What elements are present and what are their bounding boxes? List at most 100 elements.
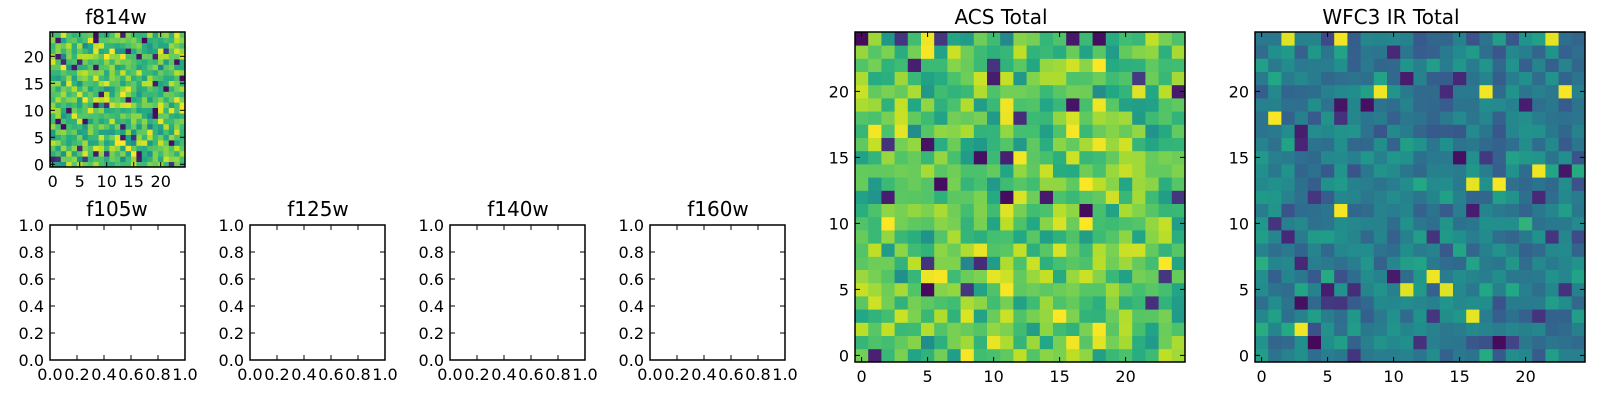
heatmap-cell [1158,164,1173,178]
heatmap-cell [87,161,94,168]
heatmap-cell [82,156,89,162]
heatmap-cell [158,91,164,98]
heatmap-cell [131,145,137,152]
heatmap-cell [1545,124,1559,138]
heatmap-cell [894,58,909,72]
heatmap-cell [77,156,83,162]
heatmap-cell [77,69,83,76]
heatmap-cell [1158,216,1173,231]
heatmap-cell [1066,216,1080,231]
heatmap-cell [1545,256,1559,270]
heatmap-cell [1119,111,1133,125]
heatmap-cell [1105,150,1120,165]
heatmap-cell [1119,243,1133,257]
heatmap-cell [168,91,175,98]
heatmap-cell [1492,111,1507,125]
heatmap-cell [1505,164,1520,178]
heatmap-cell [98,107,105,114]
heatmap-cell [1092,177,1107,191]
heatmap-cell [136,150,143,157]
heatmap-cell [152,134,159,141]
heatmap-cell [1492,230,1507,244]
heatmap-cell [1571,84,1586,99]
heatmap-cell [120,37,126,44]
heatmap-cell [1492,322,1507,336]
heatmap-cell [1413,98,1427,112]
heatmap-cell [960,164,975,178]
heatmap-cell [1294,177,1309,191]
y-tick-label: 1.0 [419,216,444,235]
heatmap-cell [1119,45,1133,59]
heatmap-cell [98,102,105,108]
heatmap-cell [1294,111,1309,125]
heatmap-cell [141,64,148,71]
x-tick-labels: 0.0 0.2 0.4 0.6 0.8 1.0 [37,365,197,384]
heatmap-cell [147,37,153,44]
heatmap-cell [1360,84,1375,99]
heatmap-cell [1413,243,1427,257]
heatmap-cell [179,140,186,146]
heatmap-cell [168,48,175,54]
heatmap-cell [1013,322,1027,336]
heatmap-cell [1439,84,1454,99]
heatmap-cell [1039,309,1054,323]
heatmap-cell [1360,137,1375,152]
heatmap-cell [1545,230,1559,244]
heatmap-cell [1360,309,1375,323]
heatmap-cell [77,123,83,130]
heatmap-cell [881,256,895,270]
plot-frame [1254,31,1586,363]
heatmap-cell [93,118,99,125]
heatmap-cell [1466,71,1480,86]
heatmap-cell [855,71,869,86]
heatmap-cell [1268,98,1282,112]
heatmap-cell [1505,243,1520,257]
heatmap-cell [109,123,116,130]
heatmap-cell [1387,45,1401,59]
heatmap-cell [1066,309,1080,323]
heatmap-cell [973,243,988,257]
heatmap-cell [1079,296,1093,310]
heatmap-cell [1439,190,1454,204]
heatmap-cell [141,113,148,119]
heatmap-cell [973,230,988,244]
heatmap-cell [1158,98,1173,112]
heatmap-cell [973,98,988,112]
heatmap-cell [109,64,116,71]
heatmap-cell [109,59,116,65]
heatmap-cell [1466,177,1480,191]
panel-f125w: f125w 0.0 0.2 0.4 0.6 0.8 1.0 0.0 0.2 0.… [219,197,398,384]
heatmap-cell [1255,282,1269,297]
heatmap-cell [1426,322,1441,336]
panel-title: f160w [687,197,749,221]
heatmap-cell [1000,111,1014,125]
heatmap-cell [1479,98,1493,112]
heatmap-cell [1466,58,1480,72]
heatmap-cell [1066,32,1080,46]
heatmap-cell [1053,32,1067,46]
heatmap-cell [174,113,180,119]
heatmap-cell [1281,150,1295,165]
heatmap-cell [881,269,895,284]
heatmap-cell [1294,58,1309,72]
heatmap-cell [50,150,56,157]
heatmap-cell [1571,137,1586,152]
heatmap-cell [1039,230,1054,244]
heatmap-cell [1079,137,1093,152]
y-tick-label: 1.0 [19,216,44,235]
heatmap-cell [855,216,869,231]
heatmap-cell [98,156,105,162]
heatmap-cell [1079,216,1093,231]
heatmap-cell [1558,32,1573,46]
y-tick-label: 0.0 [19,351,44,370]
heatmap-cell [881,309,895,323]
heatmap-cell [894,335,909,350]
heatmap-cell [1373,111,1388,125]
heatmap-cell [1545,45,1559,59]
heatmap-cell [168,161,175,168]
heatmap-cell [1360,322,1375,336]
heatmap-cells [1255,32,1586,363]
x-tick-labels: 0.0 0.2 0.4 0.6 0.8 1.0 [637,365,797,384]
heatmap-cell [1505,45,1520,59]
heatmap-cell [1558,111,1573,125]
